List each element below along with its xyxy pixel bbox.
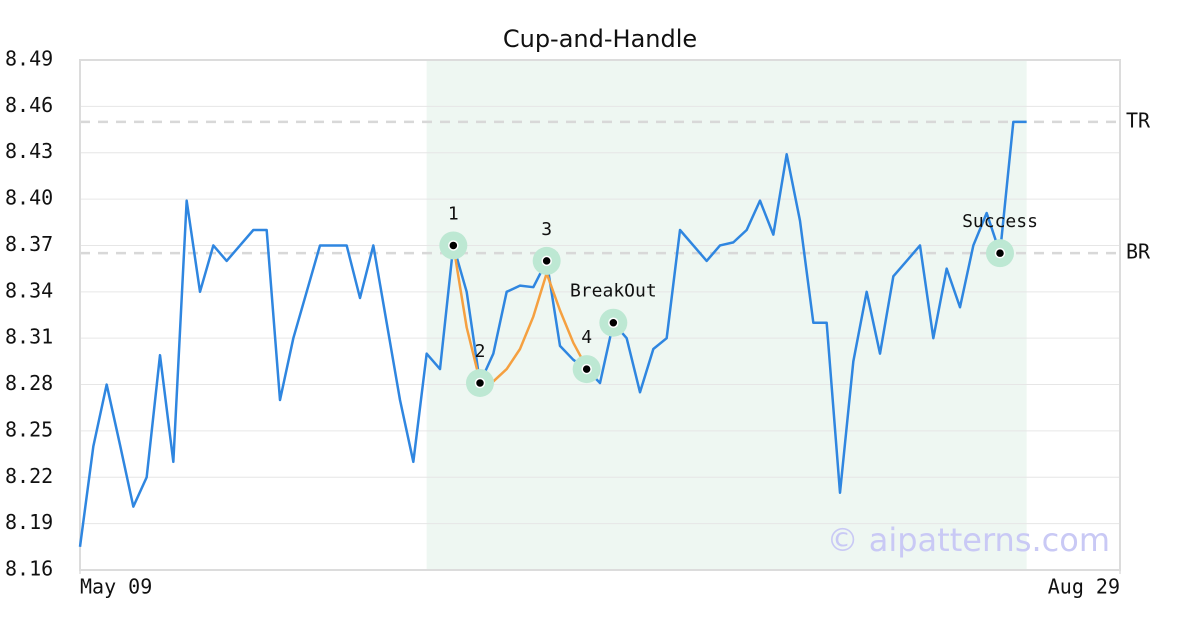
y-tick-label: 8.22 [5, 464, 53, 488]
pattern-point [994, 247, 1006, 259]
y-tick-label: 8.34 [5, 278, 53, 302]
y-tick-label: 8.49 [5, 47, 53, 71]
pattern-point [541, 255, 552, 267]
y-tick-label: 8.40 [5, 186, 53, 210]
y-tick-label: 8.46 [5, 93, 53, 117]
y-tick-label: 8.19 [5, 510, 53, 534]
reference-label: BR [1126, 240, 1151, 264]
y-tick-label: 8.43 [5, 139, 53, 163]
pattern-point [448, 240, 459, 251]
pattern-point-label: 4 [581, 327, 592, 348]
x-tick-label: Aug 29 [1048, 575, 1120, 599]
y-tick-label: 8.37 [5, 232, 53, 256]
y-tick-label: 8.31 [5, 325, 53, 349]
pattern-point [608, 317, 619, 328]
watermark: © aipatterns.com [827, 521, 1110, 559]
pattern-point [474, 377, 486, 389]
x-tick-label: May 09 [80, 575, 152, 599]
plot-frame [79, 59, 1121, 571]
pattern-point [581, 363, 592, 375]
y-tick-label: 8.28 [5, 371, 53, 395]
pattern-point-label: 2 [475, 341, 486, 362]
pattern-point-label: 1 [448, 203, 459, 224]
y-tick-label: 8.16 [5, 557, 53, 581]
pattern-region [426, 60, 1027, 570]
chart-title: Cup-and-Handle [503, 25, 697, 53]
reference-label: TR [1126, 108, 1151, 132]
pattern-point-label: BreakOut [570, 281, 657, 302]
series-line [78, 120, 1027, 547]
series-line [452, 245, 588, 383]
y-tick-label: 8.25 [5, 417, 53, 441]
pattern-point-label: 3 [541, 219, 552, 240]
pattern-point-label: Success [962, 211, 1038, 232]
